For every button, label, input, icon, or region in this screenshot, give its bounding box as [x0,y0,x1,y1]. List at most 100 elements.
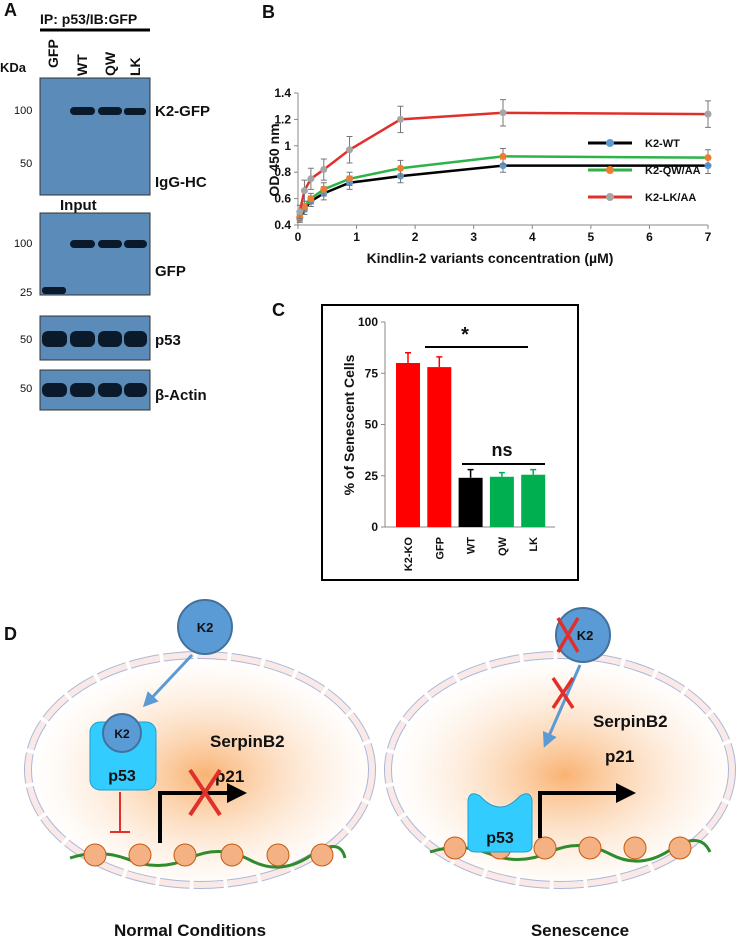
marker: 100 [14,105,32,117]
y-tick-label: 100 [358,315,378,329]
k2-label: K2 [197,620,214,635]
charts: B 0.4 0.6 0.8 1 1.2 1.4 0 1 2 3 4 5 6 7 Kindlin-2 varia… [262,2,712,581]
panel-a: A IP: p53/IB:GFP KDa GFP WT QW LK 100 50… [0,0,210,411]
arrow [542,664,582,748]
point [307,195,315,203]
lane-label: QW [102,51,118,76]
block-x [556,617,580,653]
p53-label: p53 [108,768,136,785]
cell-membrane [385,652,735,888]
bar [521,474,546,527]
bar [458,477,483,527]
marker: 100 [14,238,32,250]
panel-label: C [272,300,285,320]
y-tick-label: 75 [365,366,379,380]
x-tick-label: 7 [705,230,712,244]
x-tick-label: LK [528,537,540,552]
y-tick-label: 1 [284,139,291,153]
blot-label: GFP [155,263,186,280]
chart-frame [321,304,579,581]
annotation: ns [491,440,512,460]
bands [70,107,146,115]
marker: 50 [20,334,32,346]
y-axis-label: OD 450 nm [266,123,282,196]
promoter-arrow [158,783,247,843]
blot [39,212,151,296]
x-tick-label: 2 [412,230,419,244]
k2-label: K2 [114,727,130,741]
point [320,166,328,174]
lane-label: GFP [45,39,61,68]
bar [489,476,514,527]
point [296,208,304,216]
legend-label: K2-WT [645,138,680,150]
y-tick-label: 1.4 [274,86,291,100]
y-tick-label: 1.2 [274,112,291,126]
gene-label: SerpinB2 [210,732,285,751]
y-tick-label: 0.4 [274,218,291,232]
error-bar [405,352,411,363]
blot [39,77,151,196]
x-axis-label: Kindlin-2 variants concentration (µM) [367,250,614,266]
annotation: * [461,324,469,346]
bands [42,331,147,347]
x-tick-label: 0 [295,230,302,244]
caption: Normal Conditions [114,921,266,940]
k2-protein [102,713,142,753]
cell-membrane [25,652,375,888]
bands [42,240,147,294]
panel-label: B [262,2,275,22]
x-tick-label: 5 [588,230,595,244]
blot-title: Input [60,197,97,214]
k2-protein [177,599,233,655]
panel-d: D K2 K2 p53 SerpinB2 p21 Normal Conditio… [4,599,740,940]
legend-label: K2-QW/AA [645,165,701,177]
x-tick-label: 4 [529,230,536,244]
y-tick-label: 0.6 [274,192,291,206]
y-tick-label: 25 [365,469,379,483]
error-bar [498,471,505,477]
marker: 50 [20,383,32,395]
point [499,109,507,117]
panel-label: D [4,624,17,644]
bar [396,363,420,527]
p53-protein [467,793,533,853]
point [320,185,328,193]
point [397,164,404,172]
point [307,175,315,183]
k2-label: K2 [577,628,594,643]
gene-label: p21 [605,747,634,766]
bands [42,383,147,397]
y-axis-label: % of Senescent Cells [341,354,357,495]
k2-protein [555,607,611,663]
blot-label: β-Actin [155,387,207,404]
x-tick-label: QW [497,536,509,556]
block-x [551,677,575,709]
point [346,175,354,183]
point [704,154,712,162]
bar [427,367,452,527]
promoter-arrow [538,783,636,838]
x-tick-label: K2-KO [403,537,415,572]
marker: 25 [20,287,32,299]
x-tick-label: 1 [353,230,360,244]
panel-label: A [4,0,17,20]
legend-label: K2-LK/AA [645,192,696,204]
point [704,110,712,118]
blot-label: K2-GFP [155,103,210,120]
point [499,152,507,160]
kda-label: KDa [0,60,27,75]
blot-label: IgG-HC [155,174,207,191]
point [300,187,308,195]
legend-marker [606,139,614,147]
error-bar [436,356,443,368]
marker: 50 [20,158,32,170]
error-bar [467,468,474,478]
gene-label: SerpinB2 [593,712,668,731]
gene-label: p21 [215,767,244,786]
block-x [188,768,222,817]
point [397,115,404,123]
ip-title: IP: p53/IB:GFP [40,11,137,27]
x-tick-label: 6 [646,230,653,244]
